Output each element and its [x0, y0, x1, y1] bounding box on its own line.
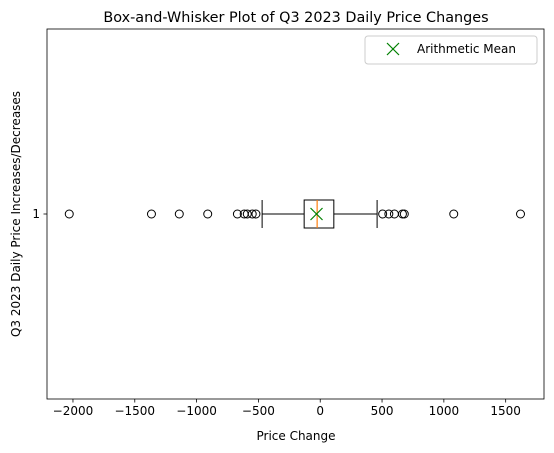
outlier-point: [251, 209, 261, 219]
chart-title: Box-and-Whisker Plot of Q3 2023 Daily Pr…: [103, 10, 488, 26]
mean-marker-x-icon: [310, 207, 323, 221]
outlier-point: [247, 209, 257, 219]
outlier-point: [232, 209, 242, 219]
x-tick-label: 500: [371, 404, 394, 418]
iqr-box: [303, 199, 335, 229]
x-tick-label: 1500: [490, 404, 521, 418]
outlier-point: [516, 209, 526, 219]
outlier-point: [242, 209, 252, 219]
legend-label: Arithmetic Mean: [417, 42, 516, 56]
y-axis-ticks: 1: [32, 207, 47, 221]
outlier-point: [64, 209, 74, 219]
x-tick-label: 0: [316, 404, 324, 418]
outlier-point: [174, 209, 184, 219]
y-tick-label: 1: [32, 207, 40, 221]
outlier-point: [146, 209, 156, 219]
outlier-point: [449, 209, 459, 219]
outlier-point: [378, 209, 388, 219]
box-group: [261, 199, 378, 229]
legend-frame: [364, 35, 538, 65]
x-tick-label: −1000: [176, 404, 217, 418]
x-tick-label: 1000: [429, 404, 460, 418]
x-tick-label: −2000: [53, 404, 94, 418]
x-tick-label: −500: [242, 404, 275, 418]
outlier-group: [64, 209, 526, 219]
outlier-point: [384, 209, 394, 219]
y-axis-label: Q3 2023 Daily Price Increases/Decreases: [9, 91, 23, 337]
outlier-point: [203, 209, 213, 219]
legend-marker-x-icon: [386, 42, 400, 56]
outlier-point: [399, 209, 409, 219]
x-axis-ticks: −2000 −1500 −1000 −500 0 500 1000 1500: [53, 399, 521, 418]
x-tick-label: −1500: [114, 404, 155, 418]
legend: Arithmetic Mean: [364, 35, 538, 65]
x-axis-label: Price Change: [256, 429, 335, 443]
